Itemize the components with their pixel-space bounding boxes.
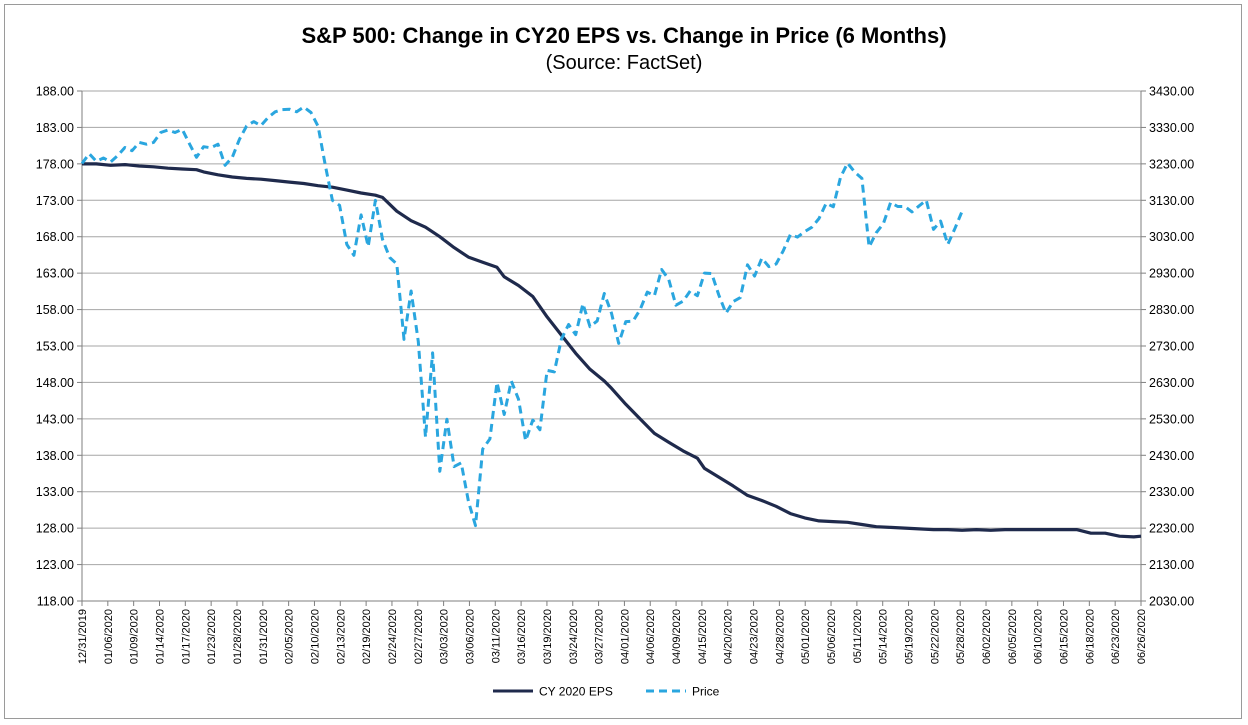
left-y-tick-label: 163.00 bbox=[36, 267, 74, 281]
x-tick-label: 06/26/2020 bbox=[1136, 609, 1148, 664]
x-tick-label: 03/19/2020 bbox=[542, 609, 554, 664]
legend: CY 2020 EPS Price bbox=[493, 685, 720, 699]
left-y-tick-label: 158.00 bbox=[36, 303, 74, 317]
left-y-tick-label: 128.00 bbox=[36, 522, 74, 536]
x-tick-label: 06/05/2020 bbox=[1007, 609, 1019, 664]
right-y-tick-label: 3230.00 bbox=[1149, 157, 1194, 171]
x-tick-label: 12/31/2019 bbox=[77, 609, 89, 664]
x-tick-label: 05/06/2020 bbox=[826, 609, 838, 664]
right-y-tick-label: 3030.00 bbox=[1149, 230, 1194, 244]
left-y-tick-label: 123.00 bbox=[36, 558, 74, 572]
x-tick-label: 05/28/2020 bbox=[955, 609, 967, 664]
x-tick-label: 04/20/2020 bbox=[723, 609, 735, 664]
left-y-tick-label: 168.00 bbox=[36, 230, 74, 244]
x-tick-label: 04/23/2020 bbox=[749, 609, 761, 664]
right-y-tick-label: 2830.00 bbox=[1149, 303, 1194, 317]
left-y-tick-label: 138.00 bbox=[36, 449, 74, 463]
right-y-tick-label: 2330.00 bbox=[1149, 485, 1194, 499]
x-tick-label: 01/09/2020 bbox=[129, 609, 141, 664]
right-y-tick-label: 2430.00 bbox=[1149, 449, 1194, 463]
right-y-tick-label: 2230.00 bbox=[1149, 522, 1194, 536]
chart-subtitle: (Source: FactSet) bbox=[546, 52, 703, 74]
chart-title: S&P 500: Change in CY20 EPS vs. Change i… bbox=[301, 23, 946, 48]
left-y-tick-label: 143.00 bbox=[36, 412, 74, 426]
left-y-axis: 118.00 123.00 128.00 133.00 138.00 143.00 148.… bbox=[36, 85, 83, 609]
series-line-price bbox=[80, 105, 964, 528]
left-y-tick-label: 173.00 bbox=[36, 194, 74, 208]
x-tick-label: 06/15/2020 bbox=[1059, 609, 1071, 664]
x-tick-label: 03/16/2020 bbox=[516, 609, 528, 664]
x-tick-label: 05/22/2020 bbox=[929, 609, 941, 664]
series-lines bbox=[80, 105, 1142, 539]
right-y-tick-label: 2530.00 bbox=[1149, 412, 1194, 426]
x-tick-label: 01/31/2020 bbox=[258, 609, 270, 664]
right-y-tick-label: 2130.00 bbox=[1149, 558, 1194, 572]
left-y-tick-label: 183.00 bbox=[36, 121, 74, 135]
x-tick-label: 02/13/2020 bbox=[335, 609, 347, 664]
right-y-tick-label: 2730.00 bbox=[1149, 340, 1194, 354]
right-y-tick-label: 3130.00 bbox=[1149, 194, 1194, 208]
right-y-tick-label: 3430.00 bbox=[1149, 85, 1194, 99]
x-tick-label: 06/18/2020 bbox=[1084, 609, 1096, 664]
x-tick-label: 06/23/2020 bbox=[1110, 609, 1122, 664]
x-axis: 12/31/2019 01/06/2020 01/09/2020 01/14/2020… bbox=[77, 601, 1148, 664]
x-tick-label: 01/06/2020 bbox=[103, 609, 115, 664]
x-tick-label: 03/11/2020 bbox=[490, 609, 502, 663]
x-tick-label: 01/28/2020 bbox=[232, 609, 244, 664]
right-y-tick-label: 3330.00 bbox=[1149, 121, 1194, 135]
x-tick-label: 04/01/2020 bbox=[619, 609, 631, 664]
left-y-tick-label: 188.00 bbox=[36, 85, 74, 99]
left-y-tick-label: 153.00 bbox=[36, 340, 74, 354]
x-tick-label: 01/14/2020 bbox=[154, 609, 166, 664]
x-tick-label: 03/24/2020 bbox=[568, 609, 580, 664]
legend-label-price: Price bbox=[692, 685, 720, 699]
x-tick-label: 03/03/2020 bbox=[439, 609, 451, 664]
x-tick-label: 01/23/2020 bbox=[206, 609, 218, 664]
right-y-tick-label: 2930.00 bbox=[1149, 267, 1194, 281]
chart-frame bbox=[4, 4, 1242, 719]
x-tick-label: 05/01/2020 bbox=[800, 609, 812, 664]
x-tick-label: 02/27/2020 bbox=[413, 609, 425, 664]
x-tick-label: 02/05/2020 bbox=[284, 609, 296, 664]
left-y-tick-label: 118.00 bbox=[37, 595, 74, 609]
right-y-tick-label: 2030.00 bbox=[1149, 595, 1194, 609]
x-tick-label: 05/11/2020 bbox=[852, 609, 864, 663]
left-y-tick-label: 148.00 bbox=[36, 376, 74, 390]
x-tick-label: 03/06/2020 bbox=[464, 609, 476, 664]
x-tick-label: 05/14/2020 bbox=[878, 609, 890, 664]
x-tick-label: 06/10/2020 bbox=[1033, 609, 1045, 664]
right-y-tick-label: 2630.00 bbox=[1149, 376, 1194, 390]
right-y-axis: 2030.00 2130.00 2230.00 2330.00 2430.00 2530.… bbox=[1140, 85, 1194, 609]
x-tick-label: 04/15/2020 bbox=[697, 609, 709, 664]
x-tick-label: 02/10/2020 bbox=[309, 609, 321, 664]
x-tick-label: 04/09/2020 bbox=[671, 609, 683, 664]
left-y-tick-label: 178.00 bbox=[36, 157, 74, 171]
x-tick-label: 04/28/2020 bbox=[774, 609, 786, 664]
series-line-cy-2020-eps bbox=[82, 162, 1142, 539]
x-tick-label: 06/02/2020 bbox=[981, 609, 993, 664]
x-tick-label: 02/24/2020 bbox=[387, 609, 399, 664]
x-tick-label: 02/19/2020 bbox=[361, 609, 373, 664]
x-tick-label: 04/06/2020 bbox=[645, 609, 657, 664]
x-tick-label: 03/27/2020 bbox=[594, 609, 606, 664]
left-y-tick-label: 133.00 bbox=[36, 485, 74, 499]
gridlines bbox=[82, 90, 1141, 602]
legend-label-cy-2020-eps: CY 2020 EPS bbox=[539, 685, 613, 699]
x-tick-label: 01/17/2020 bbox=[180, 609, 192, 664]
x-tick-label: 05/19/2020 bbox=[904, 609, 916, 664]
